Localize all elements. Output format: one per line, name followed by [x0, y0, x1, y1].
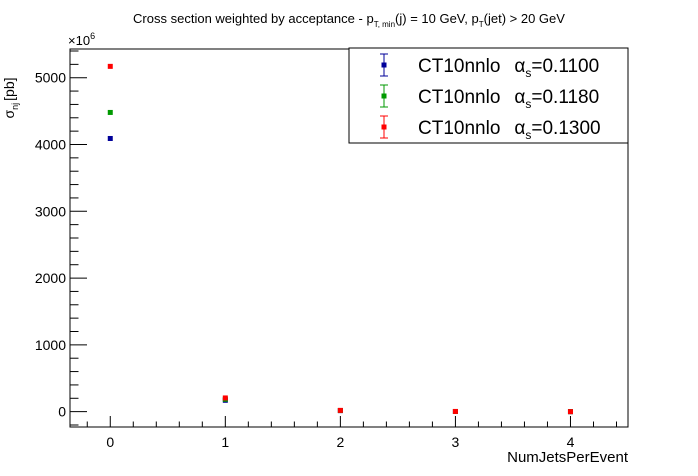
data-point-series-3 — [452, 408, 458, 414]
legend: CT10nnlo αs=0.1100 CT10nnlo αs=0.1180 CT10nn… — [348, 47, 629, 144]
data-point-series-3 — [337, 407, 343, 413]
x-tick-label: 4 — [567, 434, 575, 450]
x-tick-label: 0 — [106, 434, 114, 450]
y-tick-label: 0 — [58, 404, 66, 420]
y-tick-label: 4000 — [35, 137, 66, 153]
y-tick-label: 2000 — [35, 270, 66, 286]
data-point-series-3 — [222, 395, 228, 401]
y-tick-label: 3000 — [35, 203, 66, 219]
legend-label: CT10nnlo αs=0.1100 — [418, 56, 599, 80]
x-tick-label: 3 — [452, 434, 460, 450]
data-points — [107, 63, 573, 415]
legend-marker — [381, 93, 387, 99]
legend-label: CT10nnlo αs=0.1300 — [418, 118, 601, 142]
x-axis-label: NumJetsPerEvent — [507, 449, 629, 466]
axes: 0 1 2 3 4 0 1000 2000 3000 4000 5000 — [35, 50, 617, 450]
y-tick-label: 5000 — [35, 70, 66, 86]
data-point-series-2 — [107, 109, 113, 115]
y-tick-label: 1000 — [35, 337, 66, 353]
legend-marker — [381, 124, 387, 130]
legend-label: CT10nnlo αs=0.1180 — [418, 87, 599, 111]
y-axis-multiplier: ×106 — [68, 31, 95, 48]
data-point-series-3 — [107, 63, 113, 69]
x-tick-label: 1 — [221, 434, 229, 450]
x-tick-label: 2 — [336, 434, 344, 450]
data-point-series-1 — [107, 135, 113, 141]
legend-box — [348, 47, 629, 144]
chart-title: Cross section weighted by acceptance - p… — [133, 11, 565, 29]
data-point-series-3 — [567, 409, 573, 415]
y-axis-label: σnj[pb] — [1, 77, 20, 118]
legend-marker — [381, 62, 387, 68]
